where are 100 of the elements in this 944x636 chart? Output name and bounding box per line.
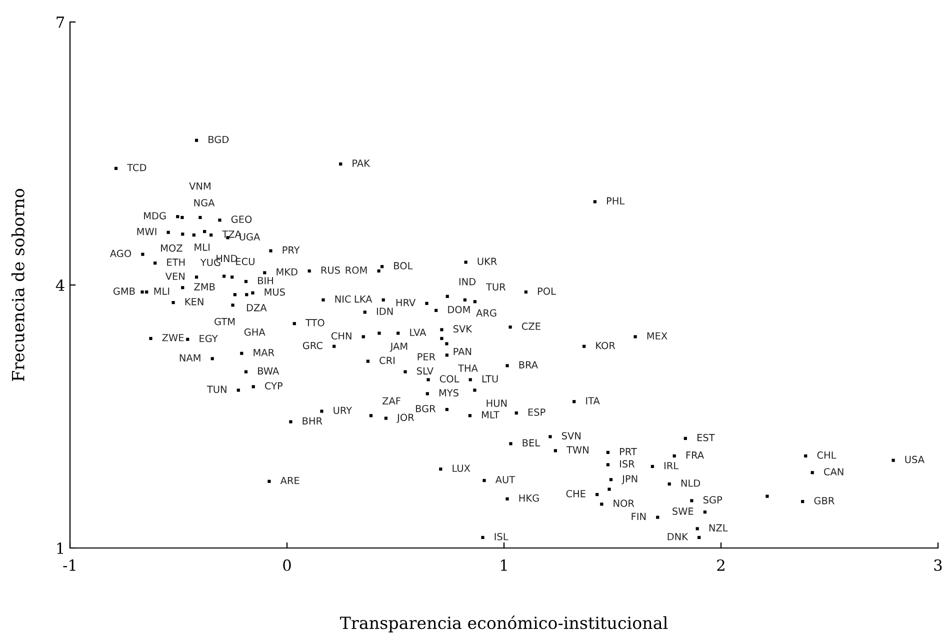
annotation: ZWE xyxy=(162,334,184,342)
annotation: GTM xyxy=(214,318,235,326)
annotation: ARG xyxy=(476,309,496,317)
annotation: ITA xyxy=(586,397,600,404)
annotation: EST xyxy=(697,434,715,442)
annotation: LVA xyxy=(410,328,426,336)
annotation: IDN xyxy=(376,308,393,315)
annotation: RUS xyxy=(321,266,340,274)
annotation: NZL xyxy=(709,524,728,532)
annotation: MYS xyxy=(439,389,458,397)
annotation: SLV xyxy=(417,367,434,375)
annotation: POL xyxy=(538,287,556,295)
x-tick-label: 1 xyxy=(501,559,507,571)
annotation: NOR xyxy=(614,500,634,507)
x-tick-label: 2 xyxy=(717,559,724,571)
y-tick-label: 4 xyxy=(56,279,64,291)
annotation: MLT xyxy=(482,411,500,418)
annotation: IND xyxy=(459,278,476,286)
annotation: SVN xyxy=(562,432,580,440)
annotation: UGA xyxy=(240,233,260,240)
annotation: BWA xyxy=(258,367,280,374)
y-axis-title: Frecuencia de soborno xyxy=(12,188,24,381)
annotation: PHL xyxy=(606,197,625,204)
annotation: GMB xyxy=(113,287,135,295)
annotation: GEO xyxy=(231,216,252,223)
annotation: DZA xyxy=(246,304,267,312)
annotation: ZMB xyxy=(194,283,215,290)
annotation: MOZ xyxy=(161,244,182,252)
annotation: EGY xyxy=(200,334,218,342)
annotation: PAN xyxy=(454,348,472,356)
annotation: AUT xyxy=(495,476,516,484)
annotation: MLI xyxy=(154,288,170,295)
annotation: ESP xyxy=(528,408,546,416)
annotation: FRA xyxy=(686,452,704,459)
annotation: LUX xyxy=(452,464,470,472)
annotation: FIN xyxy=(632,512,646,520)
annotation: BOL xyxy=(394,262,413,270)
annotation: AGO xyxy=(110,250,132,258)
annotation: BEL xyxy=(522,439,540,446)
annotation: ISR xyxy=(620,460,635,468)
annotation: JOR xyxy=(396,414,414,423)
annotation: NAM xyxy=(180,354,200,362)
annotation: BGR xyxy=(416,404,436,412)
annotation: IRL xyxy=(664,462,679,470)
annotation: MUS xyxy=(264,288,285,296)
annotation: MEX xyxy=(647,332,668,340)
annotation: NGA xyxy=(194,199,215,206)
annotation: MWI xyxy=(137,228,156,236)
annotation: NLD xyxy=(681,480,700,487)
annotation: TCD xyxy=(127,164,146,172)
annotation: HKG xyxy=(519,494,539,502)
x-axis-title: Transparencia económico-institucional xyxy=(340,616,668,632)
annotation: TWN xyxy=(566,446,588,454)
annotation: HUN xyxy=(486,400,507,407)
annotation: CHN xyxy=(331,332,352,340)
annotation: JAM xyxy=(390,342,408,352)
annotation: ROM xyxy=(346,266,367,274)
annotation: MDG xyxy=(144,212,166,220)
annotation: HRV xyxy=(396,299,416,306)
annotation: PER xyxy=(418,353,436,360)
annotation: PRY xyxy=(282,246,300,254)
annotation: NIC xyxy=(335,295,351,303)
x-tick-label: 0 xyxy=(283,559,291,571)
annotation: URY xyxy=(334,406,352,414)
annotation: CZE xyxy=(522,322,540,330)
annotation: KEN xyxy=(185,298,204,306)
annotation: BHR xyxy=(302,417,322,424)
annotation: BIH xyxy=(258,277,273,284)
annotation: VEN xyxy=(165,272,184,280)
annotation: MAR xyxy=(254,348,274,356)
annotation: COL xyxy=(440,375,460,382)
annotation: KOR xyxy=(596,342,616,350)
annotation: GRC xyxy=(302,342,322,350)
annotation: ARE xyxy=(280,476,300,484)
annotation: BRA xyxy=(519,361,538,368)
annotation: VNM xyxy=(189,182,210,190)
x-tick-label: -1 xyxy=(63,559,76,571)
annotation: CYP xyxy=(265,382,283,390)
annotation: ETH xyxy=(167,258,185,266)
y-tick-label: 1 xyxy=(57,542,63,554)
annotation: ISL xyxy=(494,532,508,540)
annotation: SWE xyxy=(672,508,694,515)
annotation: SGP xyxy=(703,496,722,504)
annotation: PAK xyxy=(352,160,370,167)
annotation: ZAF xyxy=(382,397,400,404)
annotation: THA xyxy=(458,364,478,372)
annotation: SVK xyxy=(453,325,472,333)
annotation: TUN xyxy=(206,386,226,394)
annotation: TZA xyxy=(222,230,242,238)
annotation: BGD xyxy=(208,136,229,144)
annotation: GBR xyxy=(814,497,834,504)
annotation: JPN xyxy=(622,475,638,484)
annotation: UKR xyxy=(478,258,497,266)
annotation: TUR xyxy=(486,283,506,291)
annotation: ECU xyxy=(236,258,254,266)
annotation: GHA xyxy=(244,328,266,336)
annotation: CHL xyxy=(817,451,836,459)
x-tick-label: 3 xyxy=(934,559,942,571)
y-tick-label: 7 xyxy=(56,16,64,28)
annotation: CHE xyxy=(566,490,586,498)
